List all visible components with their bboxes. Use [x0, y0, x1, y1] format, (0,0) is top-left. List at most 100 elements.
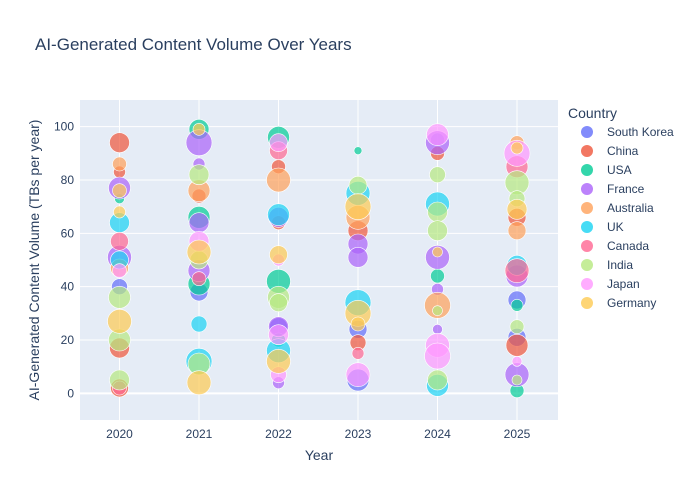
data-point[interactable]: [424, 342, 451, 370]
data-point[interactable]: [430, 268, 445, 284]
legend-label: Australia: [607, 201, 654, 215]
x-tick-label: 2023: [345, 427, 372, 441]
data-point[interactable]: [425, 245, 450, 270]
data-point[interactable]: [186, 239, 212, 265]
data-point[interactable]: [188, 164, 210, 185]
data-points: [107, 119, 531, 398]
x-tick-label: 2024: [424, 427, 451, 441]
data-point[interactable]: [266, 167, 291, 193]
legend-label: USA: [607, 163, 632, 177]
legend-marker: [581, 145, 593, 157]
data-point[interactable]: [427, 201, 448, 223]
data-point[interactable]: [432, 246, 443, 258]
legend-marker: [581, 259, 593, 271]
data-point[interactable]: [348, 176, 368, 195]
legend-label: China: [607, 144, 639, 158]
data-point[interactable]: [269, 293, 288, 312]
legend-item[interactable]: Germany: [581, 296, 656, 310]
data-point[interactable]: [347, 247, 369, 268]
data-point[interactable]: [507, 221, 527, 240]
y-axis-title: AI-Generated Content Volume (TBs per yea…: [26, 120, 42, 401]
data-point[interactable]: [353, 146, 363, 155]
x-tick-label: 2022: [265, 427, 292, 441]
data-point[interactable]: [511, 374, 523, 386]
y-tick-label: 100: [54, 120, 74, 134]
legend-item[interactable]: Japan: [581, 277, 640, 291]
data-point[interactable]: [188, 212, 210, 233]
data-point[interactable]: [350, 316, 366, 332]
legend-label: India: [607, 258, 633, 272]
data-point[interactable]: [113, 205, 126, 219]
x-axis-title: Year: [305, 447, 334, 463]
y-tick-label: 0: [67, 386, 74, 400]
data-point[interactable]: [112, 183, 127, 198]
legend-item[interactable]: UK: [581, 220, 624, 234]
data-point[interactable]: [190, 315, 208, 333]
data-point[interactable]: [344, 193, 372, 220]
legend-item[interactable]: China: [581, 144, 639, 158]
data-point[interactable]: [432, 324, 443, 335]
legend-marker: [581, 221, 593, 233]
data-point[interactable]: [268, 324, 289, 345]
data-point[interactable]: [345, 362, 371, 387]
y-tick-label: 40: [61, 280, 75, 294]
legend-label: Germany: [607, 296, 656, 310]
data-point[interactable]: [191, 271, 207, 286]
legend-label: South Korea: [607, 125, 674, 139]
data-point[interactable]: [109, 132, 130, 153]
legend-title: Country: [568, 105, 617, 121]
y-tick-label: 80: [61, 173, 75, 187]
data-point[interactable]: [510, 299, 524, 312]
legend-item[interactable]: India: [581, 258, 633, 272]
legend-marker: [581, 278, 593, 290]
data-point[interactable]: [426, 123, 449, 146]
data-point[interactable]: [432, 305, 443, 316]
data-point[interactable]: [506, 199, 528, 220]
x-tick-label: 2025: [504, 427, 531, 441]
data-point[interactable]: [509, 319, 525, 334]
legend-label: UK: [607, 220, 624, 234]
x-tick-label: 2021: [186, 427, 213, 441]
data-point[interactable]: [504, 258, 530, 283]
data-point[interactable]: [424, 292, 451, 319]
data-point[interactable]: [511, 356, 523, 367]
legend-item[interactable]: Australia: [581, 201, 654, 215]
y-tick-label: 20: [61, 333, 75, 347]
data-point[interactable]: [269, 245, 288, 264]
data-point[interactable]: [505, 334, 529, 357]
legend-marker: [581, 240, 593, 252]
data-point[interactable]: [112, 263, 127, 278]
data-point[interactable]: [427, 369, 448, 391]
x-tick-label: 2020: [106, 427, 133, 441]
legend-item[interactable]: USA: [581, 163, 632, 177]
legend-marker: [581, 126, 593, 138]
legend-marker: [581, 164, 593, 176]
legend[interactable]: South Korea China USA France Australia UK Cana…: [581, 125, 674, 310]
data-point[interactable]: [110, 232, 129, 251]
data-point[interactable]: [266, 349, 291, 374]
plot-area: [80, 100, 558, 420]
legend-label: France: [607, 182, 645, 196]
legend-item[interactable]: France: [581, 182, 645, 196]
y-tick-label: 60: [61, 226, 75, 240]
y-axis-ticks: 0 20 40 60 80 100: [54, 120, 74, 401]
data-point[interactable]: [267, 203, 290, 226]
data-point[interactable]: [192, 123, 206, 136]
legend-marker: [581, 297, 593, 309]
data-point[interactable]: [427, 220, 448, 241]
data-point[interactable]: [351, 347, 365, 360]
chart-title: AI-Generated Content Volume Over Years: [35, 35, 352, 54]
legend-item[interactable]: Canada: [581, 239, 649, 253]
legend-item[interactable]: South Korea: [581, 125, 674, 139]
data-point[interactable]: [510, 141, 524, 155]
data-point[interactable]: [112, 156, 127, 172]
data-point[interactable]: [429, 166, 446, 183]
legend-marker: [581, 183, 593, 195]
data-point[interactable]: [109, 369, 130, 391]
data-point[interactable]: [186, 370, 212, 395]
data-point[interactable]: [107, 309, 132, 334]
legend-label: Japan: [607, 277, 640, 291]
data-point[interactable]: [108, 286, 131, 309]
data-point[interactable]: [269, 133, 288, 152]
